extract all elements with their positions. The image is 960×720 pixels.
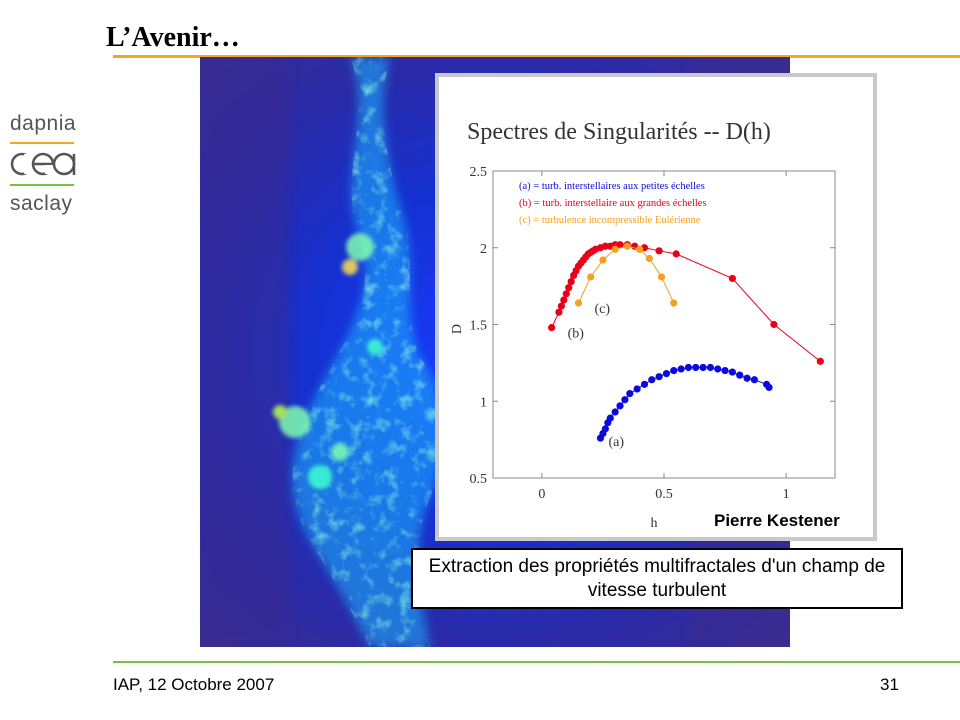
data-point <box>765 383 773 392</box>
data-point <box>684 363 693 372</box>
data-point <box>562 290 570 298</box>
data-point <box>816 357 824 365</box>
series-label: (b) <box>568 327 585 342</box>
data-point <box>587 273 595 281</box>
data-point <box>714 365 722 373</box>
footer-text: IAP, 12 Octobre 2007 <box>113 675 275 694</box>
title-rule <box>113 55 960 58</box>
data-point <box>657 273 666 281</box>
x-axis-label: h <box>651 516 658 531</box>
data-point <box>750 376 758 384</box>
data-point <box>728 368 736 376</box>
data-point <box>633 385 641 393</box>
x-tick-label: 0.5 <box>655 487 673 502</box>
series-label: (c) <box>595 302 611 317</box>
slide-title: L’Avenir… <box>106 22 240 53</box>
legend-entry: (b) = turb. interstellaire aux grandes é… <box>519 198 707 209</box>
legend-entry: (a) = turb. interstellaires aux petites … <box>519 181 705 192</box>
data-point <box>706 363 715 372</box>
data-point <box>557 302 565 310</box>
series-line <box>600 366 770 439</box>
data-point <box>692 363 700 372</box>
data-point <box>640 380 649 388</box>
data-point <box>601 425 609 433</box>
series-line <box>551 244 821 362</box>
data-point <box>626 389 634 398</box>
data-point <box>611 245 619 253</box>
y-axis-label: D <box>450 324 465 334</box>
data-point <box>555 308 563 316</box>
y-tick-label: 1 <box>480 395 487 410</box>
cea-logo-icon <box>10 152 76 176</box>
logo-dapnia-text: dapnia <box>10 112 77 135</box>
data-point <box>560 296 568 304</box>
data-point <box>616 241 624 249</box>
x-tick-label: 1 <box>783 487 790 502</box>
data-point <box>655 247 663 255</box>
data-point <box>770 320 778 329</box>
dapnia-cea-saclay-logo: dapnia saclay <box>10 112 80 216</box>
data-point <box>670 299 678 307</box>
data-point <box>655 373 663 381</box>
singularity-spectrum-chart: Spectres de Singularités -- D(h) 0 0.5 1 0.… <box>435 73 877 541</box>
author-credit: Pierre Kestener <box>712 511 844 531</box>
footer-rule <box>113 661 960 663</box>
data-point <box>662 370 671 378</box>
data-point <box>635 245 644 253</box>
data-point <box>677 365 685 373</box>
legend-entry: (c) = turbulence incompressible Eulérien… <box>519 215 701 226</box>
data-point <box>670 366 678 375</box>
logo-green-rule <box>10 184 74 186</box>
data-point <box>743 374 751 382</box>
data-point <box>645 254 653 263</box>
data-point <box>567 277 575 286</box>
logo-orange-rule <box>10 142 74 144</box>
data-point <box>548 323 556 332</box>
page-number: 31 <box>880 675 899 694</box>
y-tick-label: 2.5 <box>470 165 488 180</box>
logo-saclay-text: saclay <box>10 192 73 215</box>
series-label: (a) <box>608 435 624 450</box>
data-point <box>721 366 729 375</box>
data-point <box>623 242 631 250</box>
data-point <box>574 299 583 307</box>
x-tick-label: 0 <box>538 487 545 502</box>
data-point <box>599 256 607 264</box>
caption-box: Extraction des propriétés multifractales… <box>411 548 903 609</box>
data-point <box>699 363 707 372</box>
data-point <box>728 274 736 283</box>
y-tick-label: 2 <box>480 242 487 257</box>
data-point <box>736 371 744 379</box>
y-tick-label: 1.5 <box>470 319 488 334</box>
data-point <box>648 376 656 384</box>
data-point <box>616 402 624 410</box>
data-point <box>672 250 680 258</box>
data-point <box>611 408 619 416</box>
y-tick-label: 0.5 <box>470 472 488 487</box>
chart-svg: Spectres de Singularités -- D(h) 0 0.5 1 0.… <box>450 119 836 531</box>
data-point <box>606 414 614 422</box>
data-point <box>565 284 573 292</box>
data-point <box>621 396 629 404</box>
chart-title: Spectres de Singularités -- D(h) <box>467 119 771 145</box>
